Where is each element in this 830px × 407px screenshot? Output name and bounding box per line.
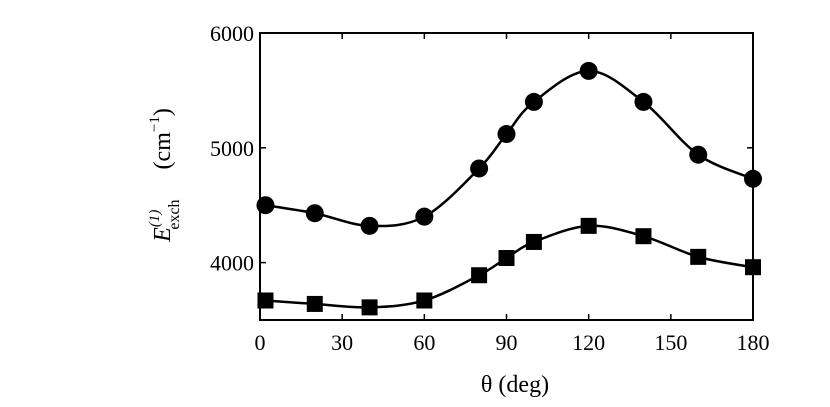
series-1-point-9 <box>690 248 707 265</box>
axes: 0 30 60 90 120 150 180 4000 5000 6000 <box>210 21 770 355</box>
y-axis-title: E(1) exch (cm−1) <box>147 108 183 243</box>
series-0-point-6 <box>524 92 543 111</box>
series-0-point-7 <box>579 61 598 80</box>
series-0-point-4 <box>470 159 489 178</box>
x-tick-label-3: 90 <box>496 330 518 355</box>
y-tick-label-0: 4000 <box>210 251 254 276</box>
series-1-point-4 <box>471 267 488 284</box>
series-1-point-5 <box>498 250 515 267</box>
series-0-point-2 <box>360 216 379 235</box>
y-axis-unit-open: (cm <box>150 132 176 170</box>
y-axis-superscript: (1) <box>147 210 163 228</box>
series-1-point-6 <box>525 233 542 250</box>
series-1 <box>257 217 761 316</box>
series-1-point-3 <box>416 292 433 309</box>
x-tick-label-2: 60 <box>413 330 435 355</box>
x-tick-label-1: 30 <box>331 330 353 355</box>
series-0-point-3 <box>415 207 434 226</box>
series-0-point-5 <box>497 125 516 144</box>
y-axis-unit-power: −1 <box>147 116 163 132</box>
series-1-point-1 <box>306 295 323 312</box>
plot-area <box>256 61 762 316</box>
y-tick-label-1: 5000 <box>210 136 254 161</box>
series-0-point-1 <box>305 204 324 223</box>
y-axis-symbol: E <box>150 227 176 243</box>
series-0-line <box>265 69 754 228</box>
series-1-point-2 <box>361 299 378 316</box>
series-0-point-8 <box>634 92 653 111</box>
x-tick-label-4: 120 <box>572 330 605 355</box>
x-tick-label-6: 180 <box>737 330 770 355</box>
series-1-point-8 <box>635 228 652 245</box>
y-axis-subscript: exch <box>166 199 183 229</box>
series-0-point-9 <box>689 145 708 164</box>
series-1-point-7 <box>580 217 597 234</box>
x-tick-label-5: 150 <box>654 330 687 355</box>
series-1-point-0 <box>257 292 274 309</box>
x-tick-label-0: 0 <box>255 330 266 355</box>
series-1-line <box>265 224 754 309</box>
axes-frame <box>259 32 754 321</box>
y-tick-label-2: 6000 <box>210 21 254 46</box>
series-0 <box>256 61 762 235</box>
y-axis-unit-close: ) <box>150 108 176 116</box>
x-axis-title: θ (deg) <box>481 372 549 398</box>
